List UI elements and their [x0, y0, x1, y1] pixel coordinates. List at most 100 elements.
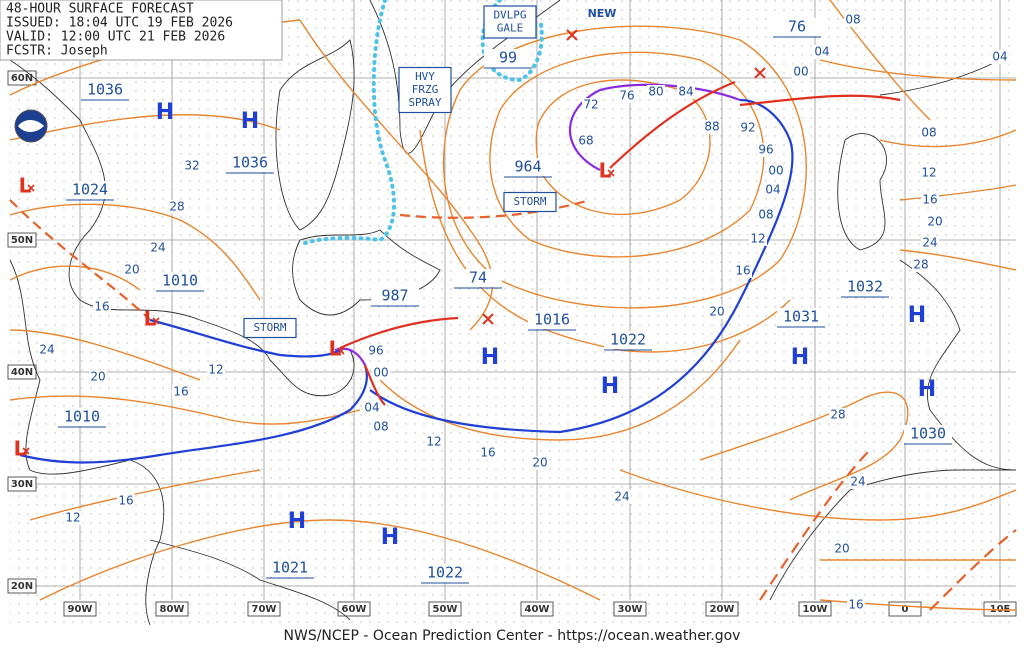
lat-label: 20N	[11, 581, 33, 592]
lon-label-box	[520, 601, 554, 617]
isobar-label: 24	[922, 236, 937, 250]
lon-label-box	[705, 601, 739, 617]
isobar-label: 24	[850, 475, 865, 489]
central-pressure: 1036	[87, 81, 123, 99]
isobar-label: 24	[614, 490, 629, 504]
isobar-label-bg	[991, 50, 1009, 64]
lon-label: 0	[902, 604, 909, 615]
low-x	[152, 317, 160, 325]
low-center: L	[14, 437, 27, 461]
pressure-bg	[841, 278, 889, 296]
isobar-label: 80	[648, 85, 663, 99]
isobar-label: 72	[583, 98, 598, 112]
warm-front	[739, 94, 901, 107]
isobar-label-bg	[708, 305, 726, 319]
occluded-front	[568, 83, 741, 171]
isobar-label-bg	[372, 366, 390, 380]
isobar-label-bg	[764, 183, 782, 197]
label-box	[243, 317, 297, 339]
pressure-bg	[421, 564, 469, 582]
isobar-label: 16	[480, 446, 495, 460]
isobar-label-bg	[829, 408, 847, 422]
isobar-label: 04	[814, 45, 829, 59]
isobar-label-bg	[93, 300, 111, 314]
isobar-label: 16	[94, 300, 109, 314]
pressure-bg	[226, 154, 274, 172]
lat-label-box	[7, 70, 37, 86]
isobar	[29, 469, 1017, 611]
isobar-label-bg	[183, 159, 201, 173]
isobar-label: 20	[709, 305, 724, 319]
noaa-logo	[14, 109, 48, 143]
isobar-label-bg	[847, 598, 865, 612]
pressure-bg	[504, 158, 552, 176]
isobar-label: 08	[373, 420, 388, 434]
isobar-label: 08	[921, 126, 936, 140]
ice-edge	[298, 0, 544, 247]
lon-label-box	[337, 601, 371, 617]
pressure-bg	[528, 311, 576, 329]
central-pressure: 99	[499, 49, 517, 67]
isobar-label: 12	[65, 511, 80, 525]
trough	[759, 449, 1017, 611]
isobar-label-bg	[117, 494, 135, 508]
isobar-label-bg	[367, 344, 385, 358]
isobar-label: 20	[834, 542, 849, 556]
high-center: H	[601, 374, 619, 399]
lon-label-box	[63, 601, 97, 617]
footer: NWS/NCEP - Ocean Prediction Center - htt…	[284, 628, 741, 644]
isobar-label: 20	[532, 456, 547, 470]
central-pressure: 1032	[847, 278, 883, 296]
low-center: L	[599, 159, 612, 183]
isobar-label: 00	[768, 164, 783, 178]
lon-label: 70W	[252, 604, 277, 615]
isobar-label: 08	[758, 208, 773, 222]
isobar-label-bg	[739, 121, 757, 135]
high-center: H	[288, 509, 306, 534]
isobar-label-bg	[813, 45, 831, 59]
lon-label-box	[155, 601, 189, 617]
lat-label: 30N	[11, 479, 33, 490]
trough	[399, 198, 591, 219]
coastline-africa	[769, 469, 1016, 601]
pressure-bg	[904, 425, 952, 443]
track-arrow	[609, 80, 736, 169]
central-pressure: 1036	[232, 154, 268, 172]
central-pressure: 964	[514, 158, 541, 176]
isobar-label: 88	[704, 120, 719, 134]
lat-label: 60N	[11, 73, 33, 84]
central-pressure: 987	[381, 287, 408, 305]
box-text: FRZG	[412, 83, 439, 96]
isobar-label-bg	[207, 363, 225, 377]
lon-label: 80W	[160, 604, 185, 615]
isobar-label: 08	[845, 13, 860, 27]
central-pressure: 1010	[162, 272, 198, 290]
isobar-label-bg	[123, 263, 141, 277]
label-box	[483, 5, 537, 39]
forecast-positions	[482, 29, 766, 325]
isobar-label-bg	[920, 166, 938, 180]
isobar-label-bg	[792, 65, 810, 79]
box-text: GALE	[497, 22, 524, 35]
header-line: 48-HOUR SURFACE FORECAST	[6, 2, 194, 17]
high-center: H	[918, 377, 936, 402]
isobar-label-bg	[582, 98, 600, 112]
isobar-label-bg	[618, 89, 636, 103]
isobars	[9, 0, 1017, 611]
isobar-label-bg	[425, 435, 443, 449]
high-center: H	[791, 345, 809, 370]
lon-label-box	[798, 601, 832, 617]
isobar-label-bg	[844, 13, 862, 27]
lat-label: 50N	[11, 235, 33, 246]
header-line: ISSUED: 18:04 UTC 19 FEB 2026	[6, 16, 233, 31]
central-pressure: 1031	[783, 308, 819, 326]
isobar-label-bg	[168, 200, 186, 214]
coastline-labrador	[275, 39, 355, 231]
isobar	[489, 51, 765, 258]
isobar-label: 96	[758, 143, 773, 157]
lat-label: 40N	[11, 367, 33, 378]
low-x	[22, 447, 30, 455]
pressure-bg	[156, 272, 204, 290]
